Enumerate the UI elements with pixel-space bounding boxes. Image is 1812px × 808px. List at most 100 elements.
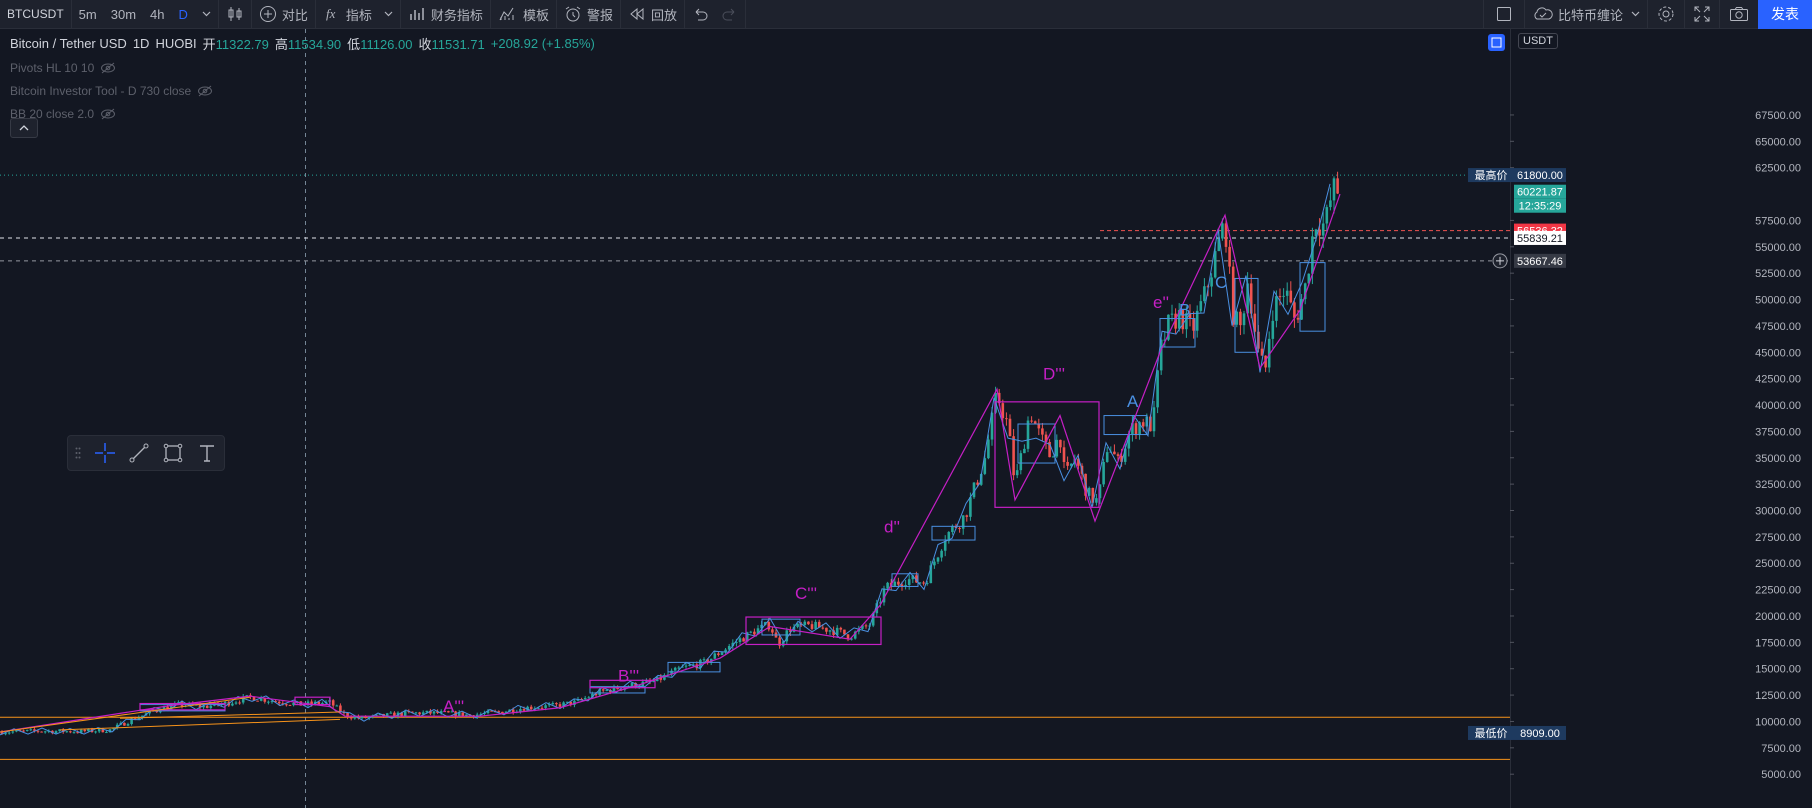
close-label: 收: [418, 37, 432, 52]
text-tool[interactable]: [190, 436, 224, 470]
pivot-box: [761, 618, 801, 636]
candle-body: [1041, 428, 1044, 435]
replay-button[interactable]: 回放: [621, 0, 684, 29]
candle-body: [792, 626, 796, 632]
candle-body: [1138, 422, 1141, 435]
rectangle-tool[interactable]: [156, 436, 190, 470]
symbol-title: Bitcoin / Tether USD: [10, 36, 127, 51]
candle-body: [828, 630, 832, 632]
pivot-box: [1299, 262, 1326, 332]
wave-label: B: [1179, 300, 1190, 319]
indicator-pivots[interactable]: Pivots HL 10 10: [10, 60, 595, 76]
eye-hidden-icon[interactable]: [100, 108, 116, 120]
interval-5m[interactable]: 5m: [78, 6, 97, 22]
indicator-investor-tool[interactable]: Bitcoin Investor Tool - D 730 close: [10, 83, 595, 99]
candle-body: [562, 702, 565, 707]
alerts-button[interactable]: 警报: [557, 0, 620, 29]
snapshot-button[interactable]: [1720, 0, 1758, 29]
wave-label: A''': [443, 697, 464, 716]
interval-dropdown[interactable]: [195, 0, 218, 29]
candle-body: [1055, 439, 1059, 457]
auto-scale-button[interactable]: [1488, 34, 1505, 51]
candle-body: [130, 718, 133, 725]
candle-body: [259, 698, 263, 701]
candle-body: [1033, 421, 1037, 424]
candle-body: [803, 621, 807, 625]
candle-body: [846, 634, 850, 640]
candle-body: [1120, 455, 1123, 462]
candle-body: [594, 693, 598, 696]
candle-body: [1149, 416, 1152, 432]
templates-button[interactable]: 模板: [491, 0, 556, 29]
layout-menu[interactable]: 比特币缠论: [1525, 0, 1647, 29]
price-tick-label: 35000.00: [1755, 453, 1801, 465]
consolidation-box: [294, 696, 331, 706]
candle-body: [652, 681, 655, 683]
low-tag-label: 最低价: [1475, 727, 1508, 740]
candle-body: [7, 732, 11, 734]
candle-body: [1005, 418, 1008, 420]
camera-icon: [1730, 7, 1748, 21]
interval-1d[interactable]: D: [178, 6, 188, 22]
drag-handle-icon: [75, 447, 81, 459]
chart-legend: Bitcoin / Tether USD 1D HUOBI 开11322.79 …: [10, 34, 595, 122]
currency-label[interactable]: USDT: [1518, 33, 1558, 49]
candle-body: [1026, 420, 1030, 449]
candle-body: [241, 696, 245, 703]
candle-body: [983, 458, 987, 474]
redo-button[interactable]: [715, 0, 745, 29]
chart-type-button[interactable]: [219, 0, 251, 29]
price-tick-label: 25000.00: [1755, 558, 1801, 570]
indicators-button[interactable]: fx 指标: [316, 0, 400, 29]
candle-body: [886, 582, 889, 589]
candle-body: [763, 622, 767, 625]
price-axis-background[interactable]: [1510, 29, 1812, 808]
symbol-search[interactable]: BTCUSDT: [7, 7, 64, 21]
candle-body: [511, 709, 515, 713]
compare-button[interactable]: 对比: [252, 0, 315, 29]
candle-body: [987, 439, 990, 459]
interval-30m[interactable]: 30m: [110, 6, 137, 22]
candle-body: [1210, 277, 1213, 287]
candle-body: [598, 689, 601, 696]
candle-body: [1303, 283, 1307, 300]
price-chart[interactable]: 67500.00 65000.00 62500.00 57500.00 55000.00…: [0, 29, 1812, 808]
collapse-legend-button[interactable]: [10, 118, 38, 138]
price-tick-label: 47500.00: [1755, 321, 1801, 333]
templates-label: 模板: [522, 7, 549, 23]
eye-hidden-icon[interactable]: [100, 62, 116, 74]
candle-body: [853, 631, 857, 639]
candle-body: [231, 703, 234, 706]
candle-body: [1113, 451, 1116, 455]
square-icon: [1496, 7, 1511, 21]
candle-body: [1174, 313, 1177, 329]
settings-button[interactable]: [1648, 0, 1684, 29]
white-line-tag-bg: [1514, 230, 1566, 245]
candle-body: [310, 701, 313, 705]
candle-body: [166, 706, 169, 710]
drag-handle[interactable]: [68, 436, 88, 470]
crosshair-tool[interactable]: [88, 436, 122, 470]
financials-button[interactable]: 财务指标: [401, 0, 490, 29]
indicator-bollinger[interactable]: BB 20 close 2.0: [10, 106, 595, 122]
candle-body: [15, 730, 18, 732]
fullscreen-layout-button[interactable]: [1484, 0, 1524, 29]
candle-body: [1008, 418, 1012, 437]
orange-trend-line: [119, 711, 341, 719]
candle-body: [922, 582, 925, 584]
trendline-tool[interactable]: [122, 436, 156, 470]
candle-body: [781, 641, 785, 646]
candle-body: [112, 727, 115, 730]
interval-4h[interactable]: 4h: [150, 6, 165, 22]
candle-body: [1015, 470, 1019, 476]
undo-button[interactable]: [685, 0, 715, 29]
candle-body: [54, 731, 58, 734]
candle-body: [915, 575, 918, 583]
candle-body: [947, 532, 951, 542]
candle-body: [447, 711, 450, 713]
eye-hidden-icon[interactable]: [197, 85, 213, 97]
publish-button[interactable]: 发表: [1758, 0, 1812, 29]
candle-body: [403, 711, 407, 716]
high-value: 11534.90: [287, 37, 342, 52]
fullscreen-button[interactable]: [1685, 0, 1719, 29]
